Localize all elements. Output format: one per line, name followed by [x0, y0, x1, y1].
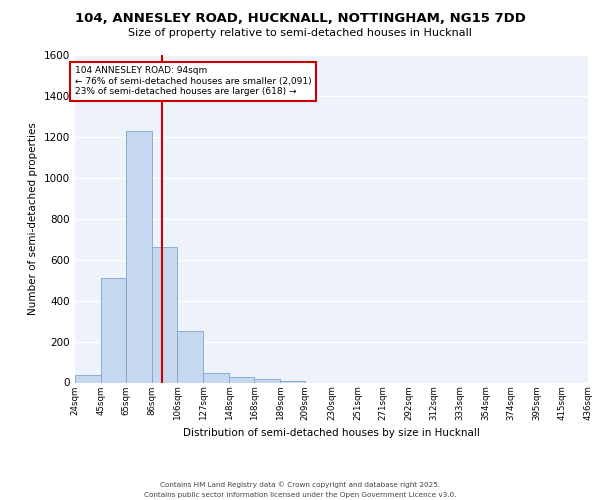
Bar — [254, 380, 280, 382]
Bar — [177, 332, 203, 382]
Text: 104, ANNESLEY ROAD, HUCKNALL, NOTTINGHAM, NG15 7DD: 104, ANNESLEY ROAD, HUCKNALL, NOTTINGHAM… — [74, 12, 526, 26]
Y-axis label: Number of semi-detached properties: Number of semi-detached properties — [28, 122, 38, 315]
X-axis label: Distribution of semi-detached houses by size in Hucknall: Distribution of semi-detached houses by … — [183, 428, 480, 438]
Bar — [126, 130, 152, 382]
Bar — [203, 374, 229, 382]
Text: Contains HM Land Registry data © Crown copyright and database right 2025.
Contai: Contains HM Land Registry data © Crown c… — [144, 482, 456, 498]
Bar — [75, 376, 101, 382]
Bar — [229, 378, 254, 382]
Text: Size of property relative to semi-detached houses in Hucknall: Size of property relative to semi-detach… — [128, 28, 472, 38]
Bar — [101, 278, 126, 382]
Text: 104 ANNESLEY ROAD: 94sqm
← 76% of semi-detached houses are smaller (2,091)
23% o: 104 ANNESLEY ROAD: 94sqm ← 76% of semi-d… — [75, 66, 311, 96]
Bar — [152, 248, 177, 382]
